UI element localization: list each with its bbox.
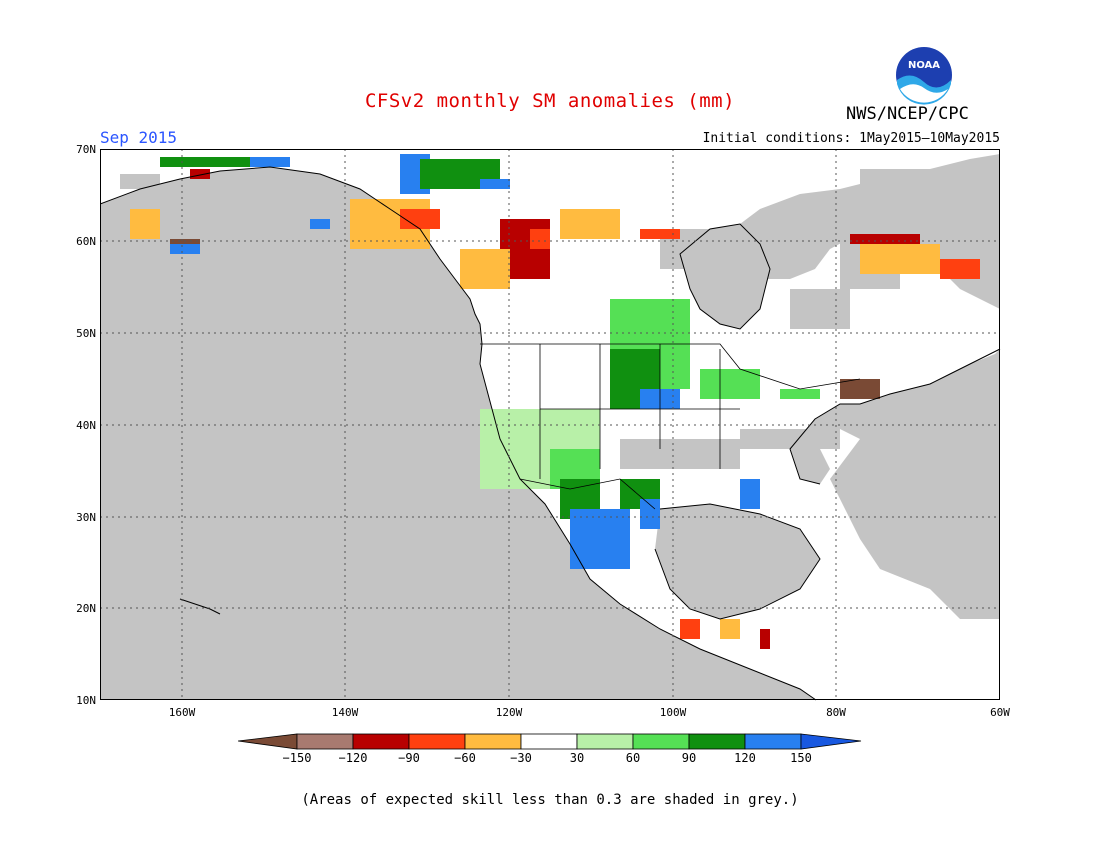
noaa-logo-text: NOAA — [908, 60, 940, 71]
lat-label-10n: 10N — [76, 694, 96, 707]
colorbar-segment-60-90 — [632, 733, 690, 750]
colorbar-label-m30: −30 — [510, 751, 532, 765]
lon-label-140w: 140W — [331, 706, 359, 719]
gridlines — [100, 149, 1000, 700]
colorbar-segment-lt-150 — [238, 733, 298, 750]
map-title: CFSv2 monthly SM anomalies (mm) — [364, 90, 736, 112]
colorbar-segment-90-120 — [688, 733, 746, 750]
colorbar-segment-90-60 — [408, 733, 466, 750]
colorbar — [238, 733, 862, 750]
lon-label-160w: 160W — [168, 706, 196, 719]
colorbar-label-30: 30 — [569, 751, 585, 765]
colorbar-label-60: 60 — [625, 751, 641, 765]
coastlines — [100, 166, 1001, 701]
colorbar-label-90: 90 — [681, 751, 697, 765]
lat-label-20n: 20N — [76, 602, 96, 615]
lat-label-30n: 30N — [76, 511, 96, 524]
lat-label-40n: 40N — [76, 419, 96, 432]
skill-note: (Areas of expected skill less than 0.3 a… — [301, 792, 799, 808]
initial-conditions: Initial conditions: 1May2015–10May2015 — [702, 131, 1000, 146]
political-borders — [480, 343, 861, 510]
map-frame — [100, 149, 1000, 700]
colorbar-segment-120-90 — [352, 733, 410, 750]
colorbar-label-m150: −150 — [282, 751, 312, 765]
lat-label-60n: 60N — [76, 235, 96, 248]
colorbar-label-m60: −60 — [454, 751, 476, 765]
agency-name: NWS/NCEP/CPC — [846, 104, 969, 124]
low-skill-regions — [120, 169, 1000, 469]
colorbar-segment-30-30 — [520, 733, 578, 750]
lon-label-60w: 60W — [990, 706, 1010, 719]
soil-moisture-map — [100, 149, 1001, 701]
colorbar-label-m120: −120 — [338, 751, 368, 765]
colorbar-segment-gt-150 — [800, 733, 862, 750]
noaa-logo: NOAA — [894, 45, 954, 105]
colorbar-segment-30-60 — [576, 733, 634, 750]
forecast-period: Sep 2015 — [100, 128, 178, 147]
colorbar-label-150: 150 — [790, 751, 812, 765]
lat-label-50n: 50N — [76, 327, 96, 340]
hudson-bay — [680, 224, 770, 329]
lon-label-100w: 100W — [659, 706, 687, 719]
colorbar-label-120: 120 — [734, 751, 756, 765]
colorbar-segment-60-30 — [464, 733, 522, 750]
gulf-of-mexico — [655, 504, 820, 619]
colorbar-label-m90: −90 — [398, 751, 420, 765]
colorbar-segment-120-150 — [744, 733, 802, 750]
colorbar-segment-150-120 — [296, 733, 354, 750]
lon-label-80w: 80W — [826, 706, 846, 719]
anomaly-cells — [130, 154, 980, 649]
lon-label-120w: 120W — [495, 706, 523, 719]
lat-label-70n: 70N — [76, 143, 96, 156]
